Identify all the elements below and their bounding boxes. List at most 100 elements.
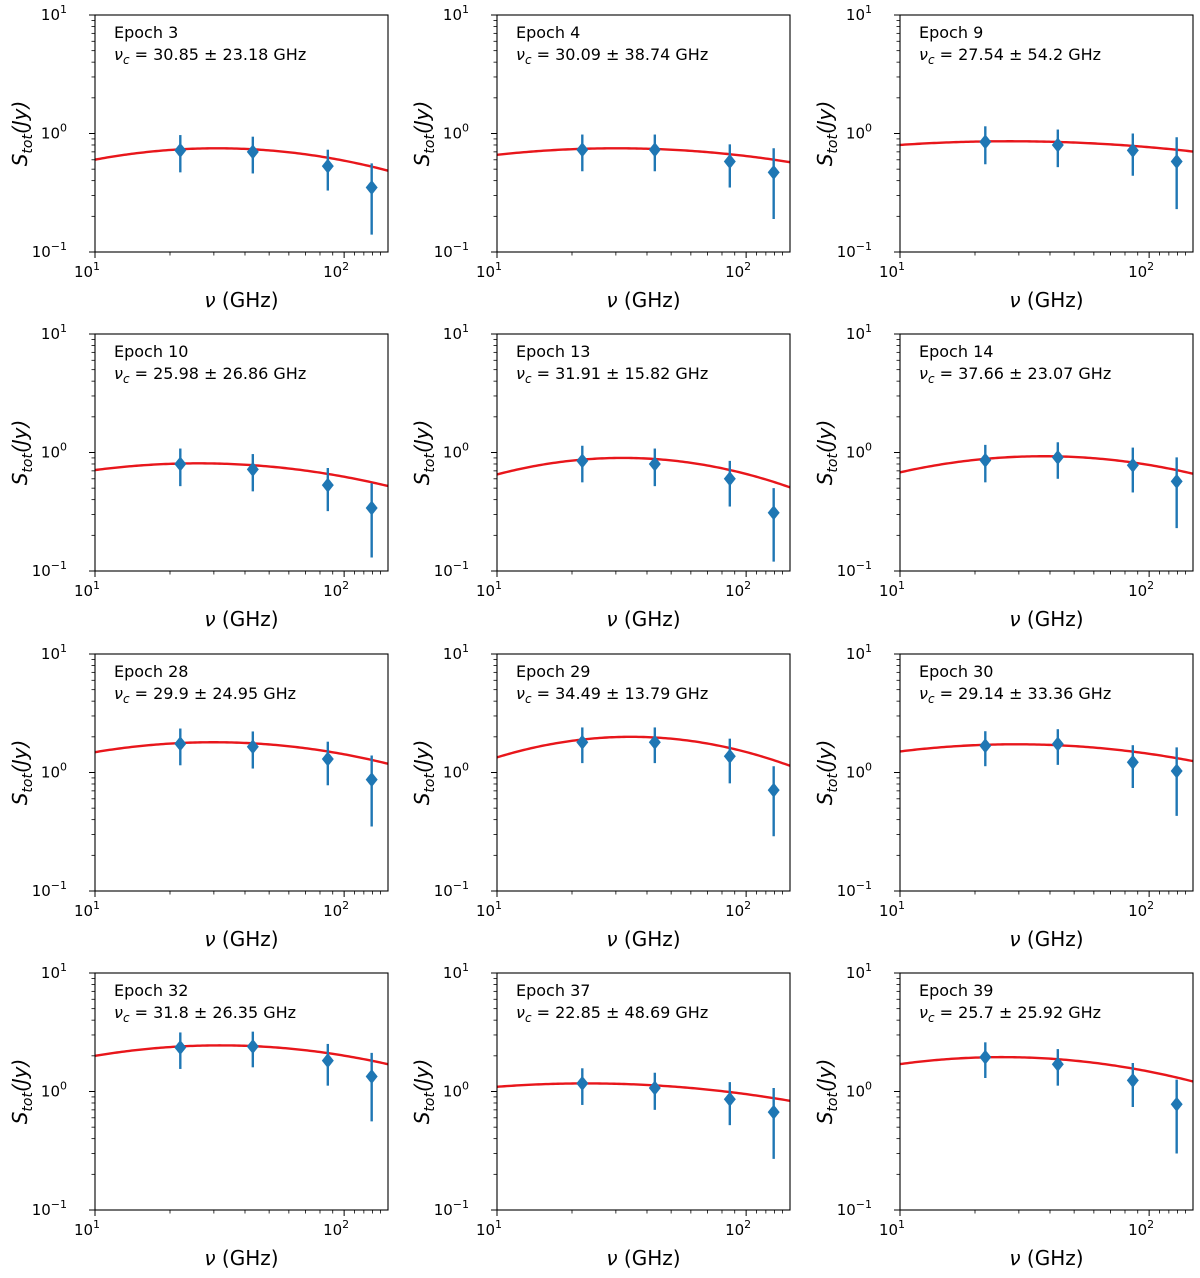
- panel-4-data-point-2: [246, 461, 259, 477]
- panel-8-ytick-label-exp: 0: [462, 761, 469, 774]
- panel-8-nu-c-symbol: ν: [516, 684, 525, 703]
- panel-11-ylabel: Stot(Jy): [410, 1059, 438, 1125]
- panel-2-nu-c-subscript: c: [525, 53, 532, 67]
- panel-2-nu-c-value: = 30.09 ± 38.74: [532, 45, 676, 64]
- panel-7-ytick-label-base: 10: [41, 764, 60, 782]
- panel-7-xlabel-unit: (GHz): [216, 927, 279, 951]
- panel-12-nu-c-unit: GHz: [1068, 1003, 1101, 1022]
- panel-4-xtick-label-exp: 1: [93, 579, 100, 592]
- panel-11-ylabel-sub: tot: [422, 1092, 438, 1112]
- panel-4-ytick-label: 100: [41, 441, 67, 462]
- panel-1-xlabel-symbol: ν: [204, 288, 215, 312]
- panel-10-data-point-3: [321, 1053, 334, 1069]
- panel-9-ytick-label-base: 10: [846, 645, 865, 663]
- panel-6-ytick-label-base: 10: [846, 325, 865, 343]
- panel-2-data-point-2: [648, 142, 661, 158]
- panel-9-ytick-label: 101: [846, 642, 872, 663]
- panel-6-ytick-label-exp: 0: [865, 441, 872, 454]
- panel-12-ylabel: Stot(Jy): [813, 1059, 841, 1125]
- panel-7-nu-c-symbol: ν: [114, 684, 123, 703]
- panel-10-data-point-4: [365, 1068, 378, 1084]
- panel-2-ytick-label-base: 10: [443, 125, 462, 143]
- panel-2-xtick-label-exp: 2: [744, 260, 751, 273]
- panel-5-title: Epoch 13: [516, 342, 590, 361]
- panel-2-fit-curve: [497, 147, 790, 164]
- panel-7-ytick-label: 100: [41, 761, 67, 782]
- panel-12-title: Epoch 39: [919, 981, 993, 1000]
- panel-3-nu-c-value: = 27.54 ± 54.2: [935, 45, 1069, 64]
- panel-7-data-point-2: [246, 739, 259, 755]
- panel-9-nu-c-symbol: ν: [919, 684, 928, 703]
- panel-4-xlabel: ν (GHz): [204, 607, 278, 631]
- panel-11-xlabel: ν (GHz): [606, 1246, 680, 1270]
- panel-12-nu-c-value: = 25.7 ± 25.92: [935, 1003, 1069, 1022]
- panel-3-xlabel-unit: (GHz): [1021, 288, 1084, 312]
- panel-6-ytick-label-base: 10: [837, 562, 856, 580]
- panel-3-fit-curve: [900, 140, 1193, 153]
- panel-6-nu-c-value: = 37.66 ± 23.07: [935, 364, 1079, 383]
- panel-11-xlabel-unit: (GHz): [618, 1246, 681, 1270]
- panel-7-xtick-label-exp: 2: [342, 899, 349, 912]
- panel-4-ytick-label-exp: −1: [51, 559, 67, 572]
- panel-11-nu-c-symbol: ν: [516, 1003, 525, 1022]
- panel-4-ytick-label-exp: 1: [60, 322, 67, 335]
- panel-1-title: Epoch 3: [114, 23, 178, 42]
- panel-1-ytick-label-exp: 1: [60, 3, 67, 16]
- panel-5-data-point-4: [767, 505, 780, 521]
- panel-7-title: Epoch 28: [114, 662, 188, 681]
- panel-9-fit-curve: [900, 743, 1193, 763]
- panel-11-ytick-label: 10−1: [434, 1198, 469, 1219]
- panel-2-xtick-label-base: 10: [725, 263, 744, 281]
- panel-2-nu-c-symbol: ν: [516, 45, 525, 64]
- panel-8-title: Epoch 29: [516, 662, 590, 681]
- panel-7-ytick-label: 101: [41, 642, 67, 663]
- panel-9-nu-c-value: = 29.14 ± 33.36: [935, 684, 1079, 703]
- panel-8-data-point-2: [648, 734, 661, 750]
- panel-6-data-point-3: [1126, 457, 1139, 473]
- panel-10-ylabel-unit: (Jy): [8, 1059, 32, 1092]
- panel-11-data-point-2: [648, 1080, 661, 1096]
- panel-3-ylabel: Stot(Jy): [813, 101, 841, 167]
- panel-5-nu-c-value: = 31.91 ± 15.82: [532, 364, 676, 383]
- panel-9-xlabel-unit: (GHz): [1021, 927, 1084, 951]
- panel-7-ylabel: Stot(Jy): [8, 740, 36, 806]
- panel-11-nu-c-value: = 22.85 ± 48.69: [532, 1003, 676, 1022]
- panel-8-nu-c-value: = 34.49 ± 13.79: [532, 684, 676, 703]
- panel-2-title: Epoch 4: [516, 23, 580, 42]
- panel-1-data-point-1: [174, 142, 187, 158]
- panel-7-ytick-label-exp: 1: [60, 642, 67, 655]
- panel-11-nu-c-unit: GHz: [675, 1003, 708, 1022]
- panel-11-xtick-label-base: 10: [725, 1221, 744, 1239]
- panel-4-title: Epoch 10: [114, 342, 188, 361]
- panel-3-xtick-label: 101: [879, 260, 905, 281]
- panel-3-ytick-label: 100: [846, 122, 872, 143]
- panel-1-nu-c-annotation: νc = 30.85 ± 23.18 GHz: [114, 45, 306, 67]
- panel-12-data-point-2: [1051, 1056, 1064, 1072]
- panel-11-xlabel-symbol: ν: [606, 1246, 617, 1270]
- panel-8-xtick-label-base: 10: [725, 902, 744, 920]
- panel-8-data-point-4: [767, 782, 780, 798]
- panel-11-ytick-label-base: 10: [443, 964, 462, 982]
- panel-8-data-point-3: [723, 748, 736, 764]
- panel-3-data-point-4: [1170, 154, 1183, 170]
- panel-1-xtick-label-exp: 2: [342, 260, 349, 273]
- panel-9-data-point-4: [1170, 763, 1183, 779]
- panel-10-nu-c-unit: GHz: [263, 1003, 296, 1022]
- panel-9-ytick-label-base: 10: [837, 882, 856, 900]
- panel-3-xtick-label-exp: 1: [898, 260, 905, 273]
- panel-1-data-point-3: [321, 158, 334, 174]
- panel-9-ylabel-sub: tot: [825, 773, 841, 793]
- panel-8-ytick-label: 101: [443, 642, 469, 663]
- panel-12-ytick-label-base: 10: [837, 1201, 856, 1219]
- panel-4-nu-c-annotation: νc = 25.98 ± 26.86 GHz: [114, 364, 306, 386]
- panel-10-ylabel: Stot(Jy): [8, 1059, 36, 1125]
- panel-6-ytick-label: 100: [846, 441, 872, 462]
- panel-8-ylabel-unit: (Jy): [410, 740, 434, 773]
- panel-11-data-point-3: [723, 1091, 736, 1107]
- panel-9-ytick-label-exp: −1: [856, 879, 872, 892]
- panel-4-ytick-label-base: 10: [41, 444, 60, 462]
- panel-12-ytick-label-exp: 1: [865, 961, 872, 974]
